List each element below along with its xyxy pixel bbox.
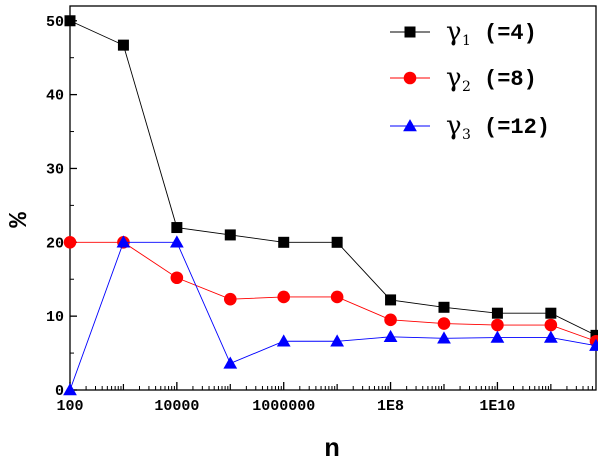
data-point bbox=[169, 235, 184, 248]
data-point bbox=[116, 235, 131, 248]
x-tick-label: 1000000 bbox=[252, 398, 315, 415]
data-point bbox=[544, 318, 558, 332]
series-line-3 bbox=[69, 241, 597, 391]
ticks: 0 10 20 30 40 50 100 10000 1000000 1E8 1E10 bbox=[46, 14, 593, 415]
data-point bbox=[491, 307, 503, 319]
y-tick-label: 40 bbox=[46, 88, 64, 105]
series-line-2 bbox=[70, 241, 597, 342]
data-point bbox=[383, 329, 398, 343]
data-point bbox=[438, 301, 450, 313]
data-point bbox=[330, 290, 344, 304]
data-point bbox=[330, 334, 345, 347]
y-axis-title: % bbox=[4, 212, 34, 228]
x-tick-label: 1E8 bbox=[377, 398, 404, 415]
x-tick-label: 100 bbox=[56, 398, 83, 415]
data-point bbox=[223, 356, 238, 369]
y-tick-label: 10 bbox=[46, 309, 64, 326]
data-point bbox=[385, 294, 397, 306]
y-tick-label: 0 bbox=[55, 383, 64, 400]
data-point bbox=[223, 292, 237, 306]
legend-subscript: 2 bbox=[462, 79, 471, 95]
data-point bbox=[64, 15, 76, 27]
x-tick-label: 1E10 bbox=[479, 398, 515, 415]
data-point bbox=[384, 313, 397, 327]
y-tick-label: 30 bbox=[46, 161, 64, 178]
legend-symbol: γ bbox=[446, 17, 462, 47]
data-point bbox=[117, 39, 129, 51]
data-point bbox=[171, 222, 183, 234]
y-tick-label: 50 bbox=[46, 14, 64, 31]
legend-marker bbox=[403, 119, 417, 132]
series-2 bbox=[63, 236, 598, 348]
legend-subscript: 3 bbox=[462, 127, 471, 143]
legend-entry-1: γ 1 (=4) bbox=[390, 17, 537, 49]
legend: γ 1 (=4)γ 2 (=8)γ 3 (=12) bbox=[390, 17, 550, 143]
y-tick-label: 20 bbox=[46, 235, 64, 252]
data-point bbox=[63, 383, 77, 396]
data-point bbox=[589, 338, 598, 351]
legend-marker bbox=[404, 26, 416, 38]
data-point bbox=[491, 318, 504, 332]
data-point bbox=[63, 236, 77, 249]
data-point bbox=[437, 331, 451, 344]
legend-entry-3: γ 3 (=12) bbox=[390, 111, 550, 143]
data-point bbox=[170, 271, 184, 285]
series-3 bbox=[63, 235, 598, 396]
x-axis-title: n bbox=[324, 434, 340, 461]
series-1 bbox=[64, 15, 598, 341]
plot-frame bbox=[69, 5, 597, 391]
data-point bbox=[543, 330, 558, 343]
data-point bbox=[276, 334, 291, 347]
data-point bbox=[277, 290, 291, 304]
legend-symbol: γ bbox=[446, 111, 462, 141]
legend-subscript: 1 bbox=[462, 33, 471, 49]
data-point bbox=[437, 317, 451, 330]
legend-marker bbox=[403, 71, 417, 85]
legend-value: (=4) bbox=[484, 21, 537, 46]
data-point bbox=[331, 236, 343, 248]
data-point bbox=[224, 229, 236, 241]
x-tick-label: 10000 bbox=[154, 398, 199, 415]
legend-symbol: γ bbox=[446, 63, 462, 93]
series-layer bbox=[63, 15, 598, 396]
data-point bbox=[490, 330, 505, 343]
axes bbox=[69, 5, 597, 391]
data-point bbox=[278, 236, 290, 248]
data-point bbox=[545, 307, 557, 319]
legend-value: (=12) bbox=[484, 115, 550, 140]
legend-entry-2: γ 2 (=8) bbox=[390, 63, 537, 95]
legend-value: (=8) bbox=[484, 67, 537, 92]
